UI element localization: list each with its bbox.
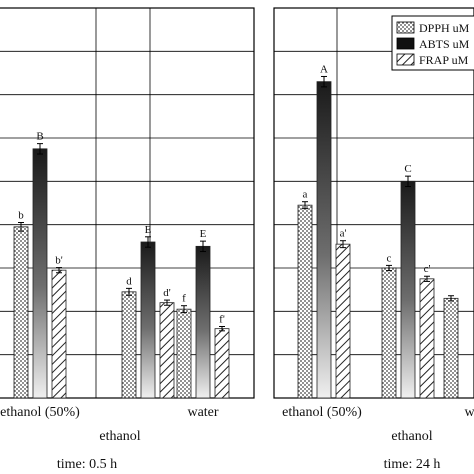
bar-frap	[214, 328, 230, 399]
category-label: ethanol	[99, 429, 140, 444]
legend-swatch	[396, 37, 415, 50]
bar-frap	[51, 269, 67, 399]
category-label: ethanol	[391, 429, 432, 444]
significance-letter: f	[182, 293, 186, 305]
bar-frap	[419, 278, 435, 399]
x-axis-label: time: 24 h	[384, 457, 441, 472]
chart-panel-2: a c A Ca' c' ethanol (50%) ethanol water time: 2…	[273, 7, 474, 472]
bar-dpph	[121, 291, 137, 399]
significance-letter: A	[320, 63, 328, 75]
significance-letter: C	[404, 163, 411, 175]
bar-dpph	[443, 297, 459, 399]
legend-swatch	[396, 21, 415, 34]
significance-letter: f'	[219, 314, 225, 326]
legend-swatch	[396, 53, 415, 66]
category-label: ethanol (50%)	[282, 405, 362, 420]
bar-abts	[140, 241, 156, 399]
significance-letter: b'	[55, 255, 63, 267]
legend-label: DPPH uM	[419, 21, 470, 35]
legend-label: ABTS uM	[419, 37, 470, 51]
significance-letter: E	[145, 224, 152, 236]
bar-dpph	[13, 226, 29, 399]
legend: DPPH uM ABTS uM FRAP uM	[391, 15, 474, 71]
significance-letter: d	[126, 275, 132, 287]
significance-letter: d'	[163, 287, 171, 299]
bar-frap	[159, 302, 175, 399]
x-axis-label: time: 0.5 h	[57, 457, 117, 472]
significance-letter: B	[36, 131, 43, 143]
bar-abts	[400, 180, 416, 399]
bar-abts	[316, 81, 332, 399]
category-label: ethanol (50%)	[0, 405, 80, 420]
chart-panel-1: b d f B E Eb' d' f' ethanol (50%) ethanol water tim…	[0, 7, 255, 472]
legend-label: FRAP uM	[419, 53, 469, 67]
bar-abts	[195, 245, 211, 399]
bar-dpph	[176, 308, 192, 399]
significance-letter: E	[200, 228, 207, 240]
category-label: water	[464, 405, 474, 420]
significance-letter: a'	[340, 228, 347, 240]
significance-letter: a	[303, 189, 308, 201]
bar-frap	[335, 243, 351, 399]
plot-frame	[273, 7, 474, 399]
significance-letter: b	[18, 210, 24, 222]
bar-dpph	[297, 204, 313, 399]
bar-abts	[32, 148, 48, 399]
significance-letter: c	[387, 252, 392, 264]
significance-letter: c'	[424, 263, 431, 275]
bar-dpph	[381, 267, 397, 399]
category-label: water	[187, 405, 218, 420]
